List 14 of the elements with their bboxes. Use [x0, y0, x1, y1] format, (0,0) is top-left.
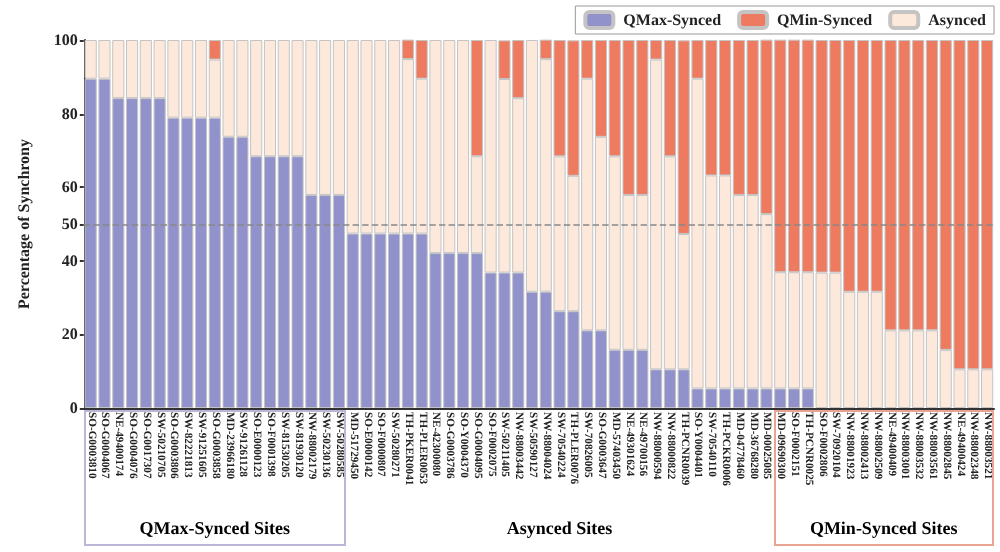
legend-label: QMax-Synced	[623, 11, 723, 29]
y-tick-label: 50	[61, 215, 78, 233]
y-tick-label: 60	[61, 178, 78, 197]
y-axis-title: Percentage of Synchrony	[15, 138, 33, 310]
text: Asynced Sites	[504, 518, 615, 538]
legend-label: QMin-Synced	[777, 11, 874, 29]
y-tick-label: 40	[61, 251, 78, 270]
text: QMax-Synced Sites	[137, 518, 293, 538]
y-tick-label: 100	[53, 31, 78, 49]
y-tick-label: 80	[61, 104, 78, 123]
y-tick-label: 20	[61, 325, 78, 344]
y-tick-label: 0	[69, 399, 78, 417]
text: QMin-Synced Sites	[807, 518, 960, 538]
legend-label: Asynced	[928, 11, 988, 29]
